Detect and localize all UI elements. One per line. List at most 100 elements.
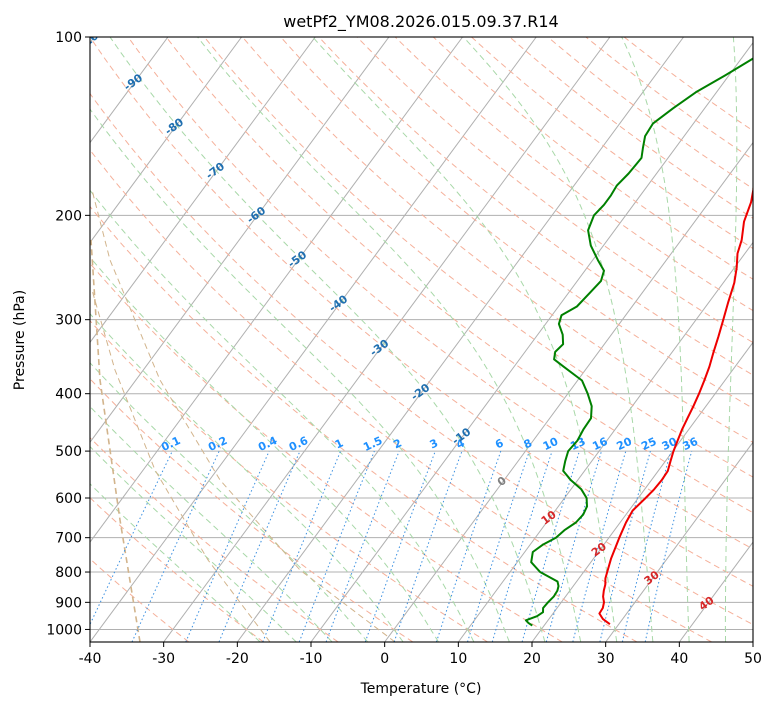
- moist-adiabat: [90, 256, 439, 642]
- moist-adiabat: [724, 37, 738, 642]
- isotherm-line: [90, 37, 316, 344]
- mixing-ratio-label: 3: [428, 436, 440, 451]
- y-tick-label: 400: [55, 387, 82, 403]
- mixing-ratio-line: [644, 450, 693, 642]
- x-tick-label: 40: [670, 651, 688, 667]
- mixing-ratio-line: [185, 450, 270, 642]
- ccl-curve: [90, 239, 141, 642]
- y-tick-label: 600: [55, 491, 82, 507]
- isotherm-label: -50: [285, 248, 309, 270]
- x-tick-label: 20: [523, 651, 541, 667]
- x-tick-label: 30: [597, 651, 615, 667]
- mixing-ratio-line: [90, 450, 173, 626]
- mixing-ratio-label: 6: [493, 436, 506, 451]
- y-tick-label: 300: [55, 313, 82, 329]
- dry-adiabat: [90, 149, 712, 642]
- mixing-ratio-line: [218, 450, 301, 642]
- y-tick-label: 1000: [46, 622, 82, 638]
- dry-adiabat: [585, 37, 753, 161]
- isotherm-line: [90, 37, 390, 444]
- axes: -40 -30 -20 -10 0 10 20 30 40 50 1000 900 800 700 600 5…: [46, 30, 762, 667]
- isotherm-line: [531, 341, 753, 642]
- isotherm-line: [90, 37, 169, 144]
- moist-adiabat: [90, 313, 404, 642]
- mixing-ratio-line: [298, 450, 375, 642]
- moist-adiabat: [90, 483, 261, 642]
- isotherm-line: [605, 441, 753, 642]
- dry-adiabat: [280, 37, 753, 409]
- moist-adiabat: [90, 445, 297, 642]
- dry-adiabat: [165, 37, 753, 514]
- mixing-ratio-line: [435, 450, 502, 642]
- x-tick-label: -20: [226, 651, 249, 667]
- mixing-ratio-line: [364, 450, 436, 642]
- dry-adiabat: [90, 320, 488, 642]
- mixing-ratio-label: 36: [681, 435, 701, 453]
- ccl-curve: [91, 289, 271, 642]
- x-tick-label: -30: [152, 651, 175, 667]
- temperature-profile-line: [598, 185, 753, 626]
- series-lines: [524, 57, 753, 627]
- mixing-ratio-line: [467, 450, 530, 642]
- isotherm-label: -20: [409, 381, 433, 403]
- mixing-ratio-line: [262, 450, 342, 642]
- mixing-ratio-label: 25: [639, 435, 658, 453]
- isotherm-line: [90, 37, 242, 244]
- plot-frame: [89, 36, 754, 643]
- x-tick-label: 10: [449, 651, 467, 667]
- mixing-ratio-line: [545, 450, 602, 642]
- mixing-ratio-label: 13: [568, 435, 587, 453]
- moist-adiabat: [621, 37, 690, 642]
- x-axis-label: Temperature (°C): [360, 681, 482, 697]
- mixing-ratio-label: 8: [522, 436, 534, 451]
- isotherm-line: [90, 37, 537, 642]
- dry-adiabat: [318, 37, 753, 376]
- moist-adiabat: [312, 37, 618, 642]
- dry-adiabat: [623, 37, 753, 132]
- y-tick-label: 900: [55, 595, 82, 611]
- moist-adiabat: [197, 37, 582, 642]
- y-tick-label: 100: [55, 30, 82, 46]
- isotherm-line: [90, 37, 463, 543]
- mixing-ratio-label: 16: [590, 435, 610, 453]
- isotherm-line: [310, 41, 753, 642]
- mixing-ratio-line: [393, 450, 463, 642]
- isotherm-line: [457, 241, 753, 642]
- isotherm-label: -10: [450, 425, 474, 447]
- mixing-ratio-line: [521, 450, 580, 642]
- isotherm-line: [163, 37, 611, 642]
- mixing-ratio-label: 2: [391, 436, 403, 451]
- mixing-ratio-label: 10: [541, 435, 561, 453]
- isotherm-label: -80: [162, 115, 186, 137]
- dry-adiabat: [394, 37, 753, 312]
- mixing-ratio-line: [491, 450, 553, 642]
- x-tick-label: 0: [380, 651, 389, 667]
- moist-adiabat: [463, 37, 654, 642]
- mixing-ratio-label: 20: [615, 435, 635, 453]
- moist-adiabat: [109, 37, 546, 642]
- dry-adiabat: [547, 37, 753, 190]
- y-tick-label: 200: [55, 208, 82, 224]
- isotherm-line: [236, 37, 684, 642]
- isotherm-label: -90: [121, 71, 145, 93]
- chart-title: wetPf2_YM08.2026.015.09.37.R14: [283, 12, 558, 32]
- x-tick-label: 50: [744, 651, 762, 667]
- dry-adiabat: [90, 205, 638, 642]
- dewpoint-profile-line: [524, 57, 753, 627]
- dry-adiabat: [242, 37, 753, 443]
- mixing-ratio-line: [572, 450, 627, 642]
- y-tick-label: 800: [55, 565, 82, 581]
- dry-adiabat: [356, 37, 753, 344]
- isotherm-line: [678, 541, 753, 642]
- moist-adiabat: [90, 362, 369, 642]
- isotherm-label: 40: [696, 594, 716, 614]
- dry-adiabat: [204, 37, 753, 478]
- dry-adiabat: [90, 37, 753, 587]
- y-axis-label: Pressure (hPa): [12, 290, 28, 390]
- isotherm-label: 30: [642, 568, 662, 588]
- background-lines: [90, 37, 753, 642]
- mixing-ratio-line: [621, 450, 672, 642]
- x-tick-label: -10: [300, 651, 323, 667]
- dry-adiabat: [90, 262, 563, 642]
